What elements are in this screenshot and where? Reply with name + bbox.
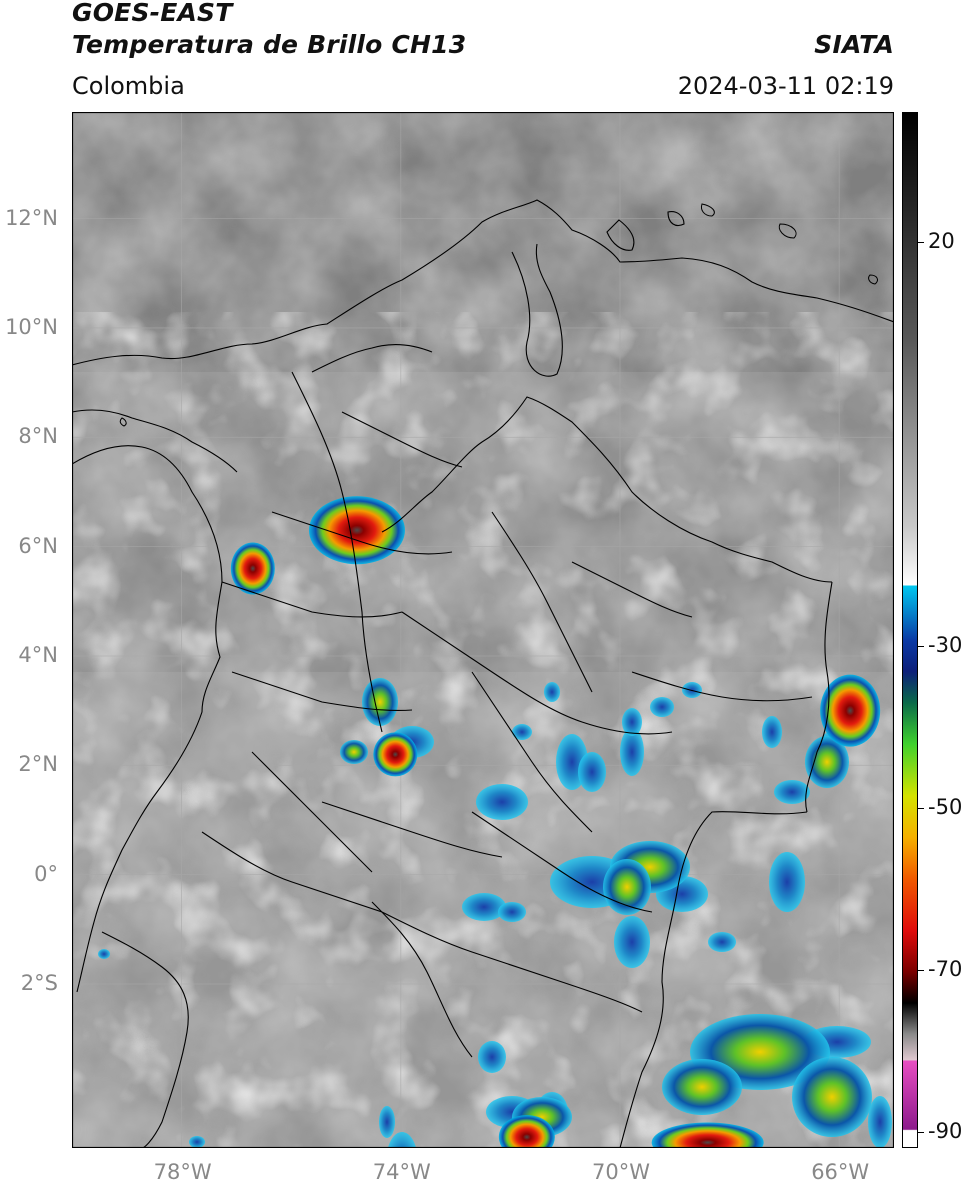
- region-subtitle: Colombia: [72, 72, 185, 100]
- colorbar-tick-mark: [918, 1131, 924, 1133]
- lat-tick-label: 10°N: [5, 314, 58, 339]
- title-line1: GOES-EAST: [72, 0, 233, 27]
- source-label: SIATA: [814, 30, 894, 59]
- borders: [72, 199, 894, 1148]
- satellite-map: [72, 112, 894, 1148]
- storm-cell-antioquia-north-cell: [308, 496, 405, 565]
- colorbar-tick-label: 20: [928, 228, 955, 253]
- storm-cell-choco-cell: [230, 542, 275, 595]
- colorbar-tick-label: -50: [928, 795, 963, 820]
- storm-cell-peru-brazil-cell: [651, 1122, 764, 1148]
- gridlines: [72, 112, 894, 1148]
- storm-cell-amazonas-cell: [498, 1115, 555, 1148]
- colorbar-tick-mark: [918, 646, 924, 648]
- colorbar-tick-mark: [918, 969, 924, 971]
- lat-tick-label: 12°N: [5, 205, 58, 230]
- moderate-convection-areas: [340, 678, 872, 1137]
- lat-tick-label: 4°N: [18, 642, 58, 667]
- title-line2: Temperatura de Brillo CH13: [72, 30, 467, 59]
- colorbar-tick-label: -70: [928, 956, 963, 981]
- lat-tick-label: 8°N: [18, 424, 58, 449]
- colorbar-tick-mark: [918, 241, 924, 243]
- lon-tick-label: 74°W: [372, 1160, 431, 1184]
- temperature-colorbar: [902, 112, 918, 1148]
- lat-tick-label: 2°N: [18, 752, 58, 777]
- colorbar-tick-label: -90: [928, 1118, 963, 1143]
- lon-tick-label: 66°W: [811, 1160, 870, 1184]
- caribbean-islands: [119, 203, 878, 427]
- lat-tick-label: 6°N: [18, 533, 58, 558]
- lat-tick-label: 0°: [34, 861, 58, 886]
- colorbar-tick-label: -30: [928, 633, 963, 658]
- colorbar-tick-mark: [918, 808, 924, 810]
- storm-cell-huila-cell: [373, 732, 418, 777]
- lon-tick-label: 78°W: [153, 1160, 212, 1184]
- lat-tick-label: 2°S: [20, 970, 58, 995]
- lon-tick-label: 70°W: [592, 1160, 650, 1184]
- datetime-label: 2024-03-11 02:19: [677, 72, 894, 100]
- storm-cell-venezuela-cell: [820, 674, 881, 747]
